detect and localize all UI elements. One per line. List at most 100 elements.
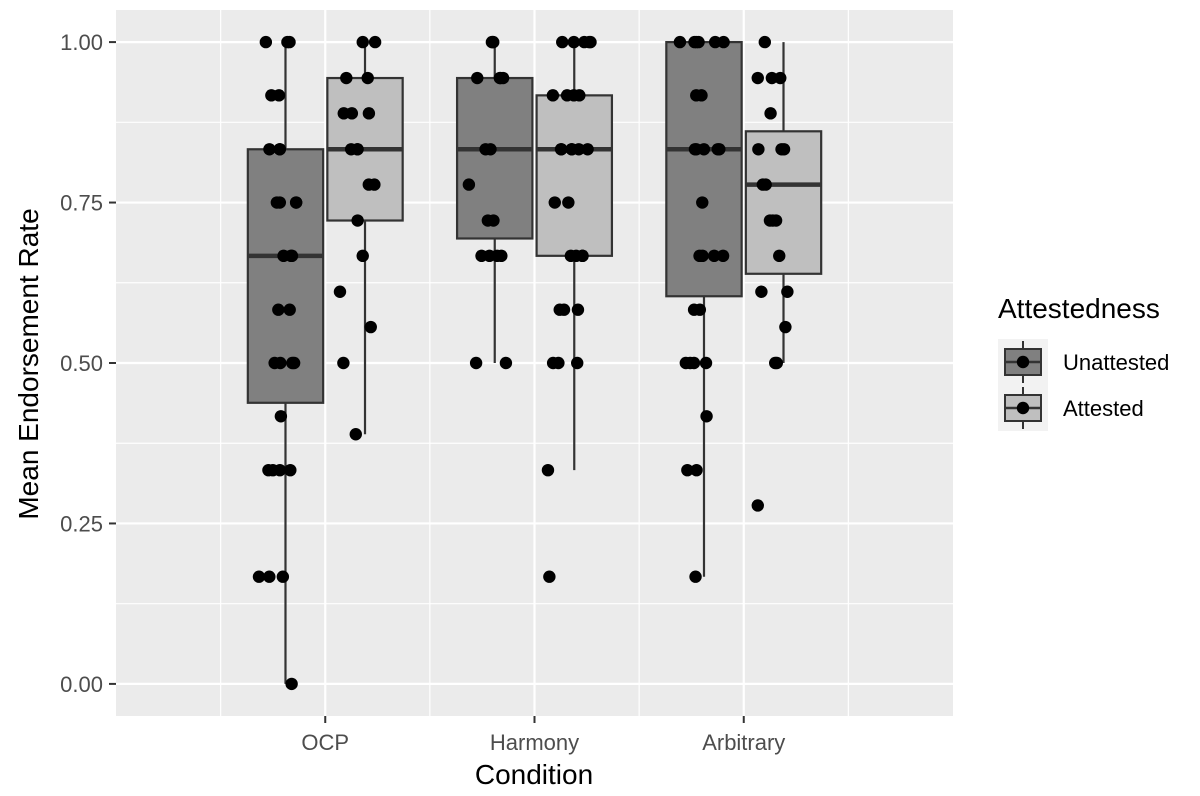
data-points (252, 35, 794, 691)
legend-title: Attestedness (998, 293, 1160, 324)
data-point (713, 143, 726, 156)
data-point (252, 570, 266, 583)
data-point (284, 463, 297, 477)
data-point (340, 71, 353, 85)
y-tick-label: 1.00 (60, 30, 103, 55)
data-point (769, 356, 782, 370)
data-point (462, 178, 476, 191)
x-axis: OCP Harmony Arbitrary (301, 716, 785, 755)
data-point (368, 178, 381, 191)
x-tick-label: Harmony (490, 730, 579, 755)
data-point (356, 35, 369, 49)
data-point (690, 35, 703, 49)
data-point (487, 214, 500, 227)
data-point (699, 356, 713, 370)
data-point (773, 249, 786, 263)
data-point (351, 214, 364, 227)
data-point (277, 249, 290, 263)
data-point (546, 356, 560, 370)
data-point (688, 143, 702, 156)
data-point (708, 35, 722, 49)
data-point (581, 143, 594, 156)
legend: Attestedness Unattested Attested (998, 293, 1169, 431)
data-point (276, 570, 290, 583)
data-point (755, 285, 768, 298)
legend-key-point (1016, 355, 1030, 369)
data-point (697, 143, 711, 156)
y-tick-label: 0.75 (60, 191, 103, 216)
y-axis-title: Mean Endorsement Rate (13, 208, 44, 519)
data-point (584, 35, 597, 49)
data-point (546, 89, 560, 102)
data-point (286, 356, 299, 370)
data-point (263, 570, 276, 583)
data-point (345, 107, 359, 120)
data-point (471, 71, 484, 85)
data-point (565, 143, 578, 156)
data-point (553, 303, 566, 316)
box-attested-harmony (535, 94, 614, 257)
data-point (700, 410, 713, 423)
y-tick-label: 0.00 (60, 672, 103, 697)
data-point (779, 320, 792, 334)
data-point (263, 143, 276, 156)
data-point (337, 356, 350, 370)
x-tick-label: OCP (301, 730, 349, 755)
data-point (562, 196, 575, 209)
data-point (285, 677, 298, 691)
data-point (272, 303, 285, 316)
legend-key-point (1016, 401, 1030, 415)
data-point (690, 463, 703, 477)
data-point (272, 89, 286, 102)
data-point (273, 463, 287, 477)
data-point (364, 320, 377, 334)
box-unattested-harmony (455, 76, 534, 240)
data-point (764, 107, 777, 120)
data-point (356, 249, 369, 263)
x-tick-label: Arbitrary (702, 730, 785, 755)
data-point (487, 35, 500, 49)
data-point (689, 570, 702, 583)
data-point (759, 178, 772, 191)
data-point (684, 356, 697, 370)
data-point (273, 196, 287, 209)
data-point (758, 35, 772, 49)
data-point (707, 249, 721, 263)
y-tick-label: 0.25 (60, 511, 103, 536)
data-point (349, 428, 362, 441)
y-tick-label: 0.50 (60, 351, 103, 376)
data-point (696, 249, 709, 263)
data-point (283, 303, 296, 316)
data-point (361, 71, 374, 85)
data-point (775, 143, 788, 156)
data-point (673, 35, 687, 49)
data-point (499, 356, 513, 370)
data-point (289, 196, 303, 209)
data-point (490, 249, 504, 263)
y-axis: 0.00 0.25 0.50 0.75 1.00 (60, 30, 116, 697)
data-point (362, 107, 376, 120)
data-point (268, 356, 281, 370)
legend-label-unattested: Unattested (1063, 350, 1169, 375)
data-point (333, 285, 347, 298)
data-point (262, 463, 275, 477)
data-point (681, 463, 694, 477)
data-point (556, 35, 569, 49)
data-point (273, 143, 287, 156)
data-point (696, 196, 709, 209)
data-point (769, 214, 783, 227)
data-point (695, 89, 708, 102)
data-point (368, 35, 382, 49)
data-point (751, 71, 764, 85)
data-point (693, 303, 707, 316)
data-point (554, 143, 568, 156)
data-point (484, 143, 497, 156)
data-point (493, 71, 507, 85)
data-point (274, 410, 288, 423)
data-point (567, 35, 581, 49)
data-point (569, 249, 583, 263)
data-point (774, 71, 787, 85)
x-axis-title: Condition (475, 759, 593, 790)
data-point (469, 356, 483, 370)
